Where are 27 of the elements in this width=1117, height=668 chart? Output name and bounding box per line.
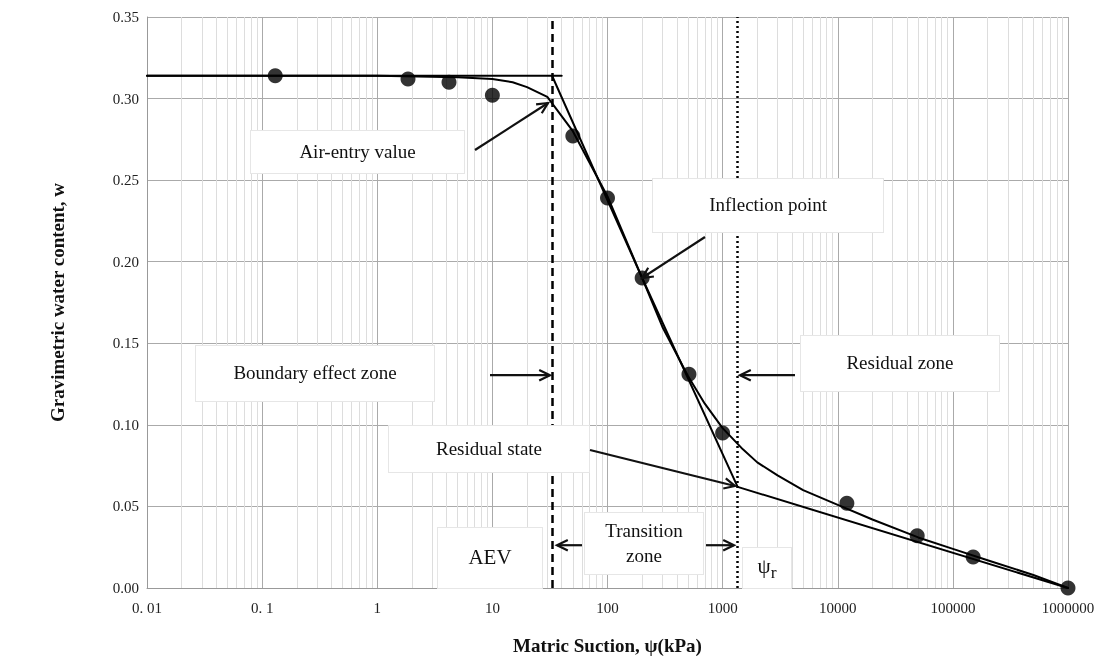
y-tick-label: 0.15 (112, 335, 139, 352)
annotation: Residual state (435, 436, 543, 461)
ref-line-label: AEV (468, 544, 512, 572)
x-tick-label: 1000000 (1041, 599, 1095, 616)
annotation: Boundary effect zone (233, 361, 397, 386)
annotation: Transition zone (605, 518, 683, 568)
annotation: Inflection point (709, 193, 827, 218)
ref-line-label: ψ$_{r}$ (757, 552, 777, 584)
x-axis-title: Matric Suction, ψ(kPa) (513, 635, 702, 657)
annotation: Air-entry value (299, 139, 416, 164)
y-axis-title: Gravimetric water content, w (47, 182, 68, 423)
y-tick-label: 0.25 (112, 172, 139, 189)
y-tick-label: 0.35 (112, 9, 139, 25)
y-tick-label: 0.20 (112, 253, 139, 270)
x-tick-label: 100000 (930, 599, 976, 616)
x-tick-label: 1 (373, 599, 381, 616)
x-tick-label: 0. 01 (132, 599, 162, 616)
x-tick-label: 0. 1 (250, 599, 274, 616)
y-tick-label: 0.10 (112, 416, 139, 433)
annotation: Residual zone (846, 351, 954, 376)
x-tick-label: 10000 (819, 599, 857, 616)
x-tick-label: 10 (484, 599, 500, 616)
y-tick-label: 0.30 (112, 90, 139, 107)
x-tick-label: 1000 (707, 599, 738, 616)
x-tick-label: 100 (596, 599, 619, 616)
y-tick-label: 0.05 (112, 498, 139, 515)
y-tick-label: 0.00 (112, 580, 139, 596)
